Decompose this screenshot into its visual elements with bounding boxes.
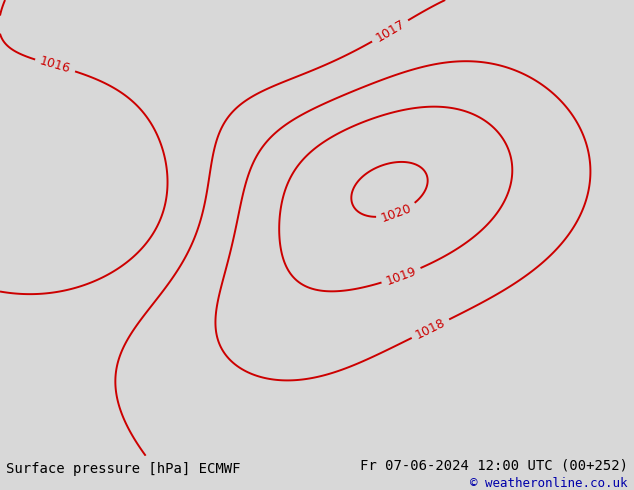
Text: 1019: 1019 xyxy=(384,264,418,288)
Text: Fr 07-06-2024 12:00 UTC (00+252): Fr 07-06-2024 12:00 UTC (00+252) xyxy=(359,459,628,473)
Text: © weatheronline.co.uk: © weatheronline.co.uk xyxy=(470,477,628,490)
Text: 1016: 1016 xyxy=(38,55,72,76)
Text: Surface pressure [hPa] ECMWF: Surface pressure [hPa] ECMWF xyxy=(6,463,241,476)
Text: 1020: 1020 xyxy=(379,201,413,224)
Text: 1018: 1018 xyxy=(413,316,448,342)
Text: 1017: 1017 xyxy=(373,17,407,45)
